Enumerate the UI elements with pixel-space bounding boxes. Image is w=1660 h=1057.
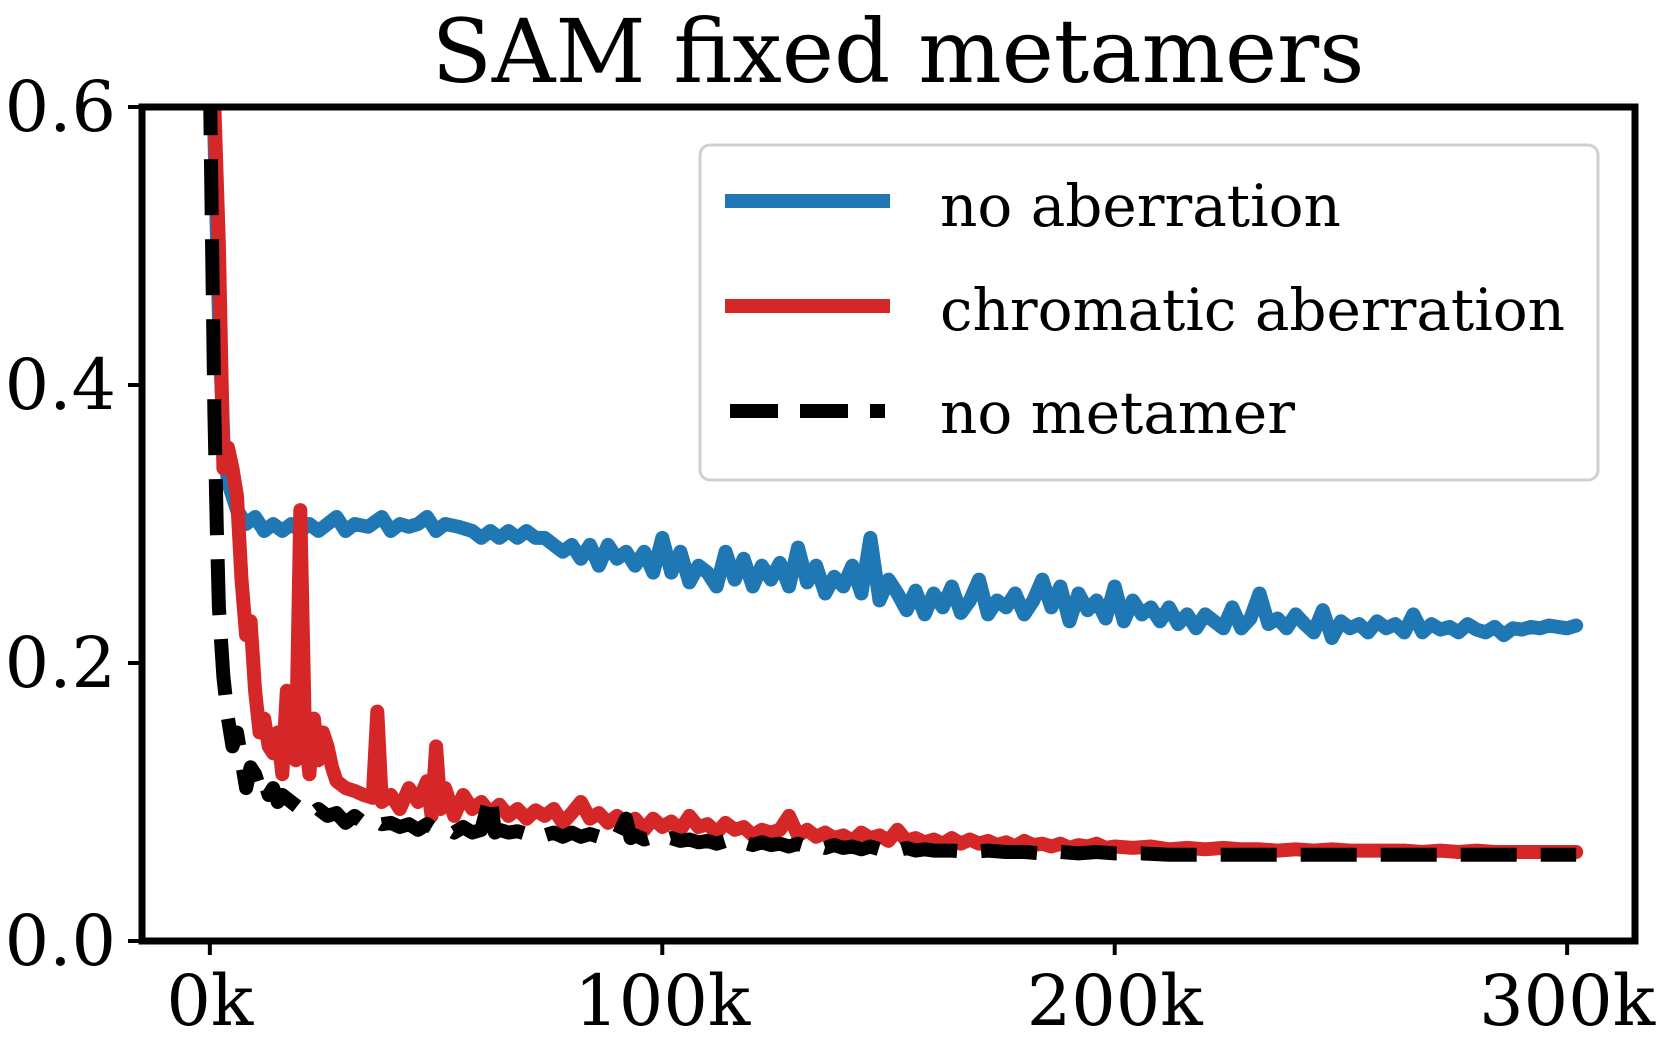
- y-axis: 0.0 0.2 0.4 0.6: [5, 66, 142, 982]
- x-tick-label: 100k: [574, 960, 751, 1042]
- legend: no aberration chromatic aberration no me…: [698, 143, 1600, 482]
- series-line-no-aberration: [205, 107, 1584, 645]
- series-line-chromatic-aberration: [207, 107, 1584, 859]
- x-tick-label: 200k: [1027, 960, 1204, 1042]
- x-tick-label: 300k: [1479, 960, 1656, 1042]
- y-tick-label: 0.2: [5, 622, 116, 704]
- x-axis: 0k 100k 200k 300k: [166, 941, 1656, 1042]
- legend-label-no-aberration: no aberration: [940, 172, 1341, 240]
- chart-title: SAM fixed metamers: [432, 0, 1365, 103]
- legend-box: [698, 143, 1600, 482]
- series-layer: [203, 107, 1584, 862]
- plot-frame: [138, 103, 1639, 945]
- legend-label-no-metamer: no metamer: [940, 379, 1295, 447]
- y-tick-label: 0.6: [5, 66, 116, 148]
- y-tick-label: 0.0: [5, 900, 116, 982]
- legend-label-chromatic-aberration: chromatic aberration: [940, 276, 1565, 344]
- x-tick-label: 0k: [166, 960, 254, 1042]
- series-line-no-metamer: [203, 107, 1577, 862]
- y-tick-label: 0.4: [5, 344, 116, 426]
